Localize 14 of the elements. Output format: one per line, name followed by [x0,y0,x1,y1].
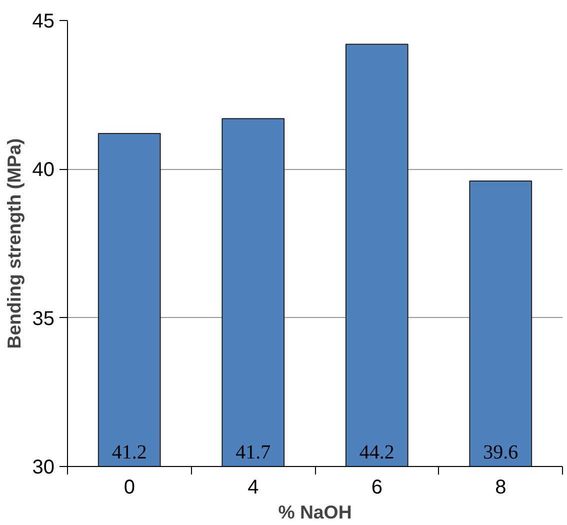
y-axis-title: Bending strength (MPa) [3,138,24,349]
data-label: 44.2 [359,442,394,464]
data-label: 41.7 [236,442,271,464]
data-label: 41.2 [112,442,147,464]
data-label: 39.6 [483,442,518,464]
x-tick-label: 6 [371,476,382,498]
x-axis-title: % NaOH [278,502,352,522]
x-tick-label: 4 [248,476,259,498]
y-tick-label: 45 [32,10,55,32]
y-tick-label: 40 [32,159,55,182]
y-tick-label: 30 [32,456,55,478]
x-tick-label: 8 [495,476,506,498]
y-tick-label: 35 [32,308,55,330]
x-tick-label: 0 [124,476,135,498]
